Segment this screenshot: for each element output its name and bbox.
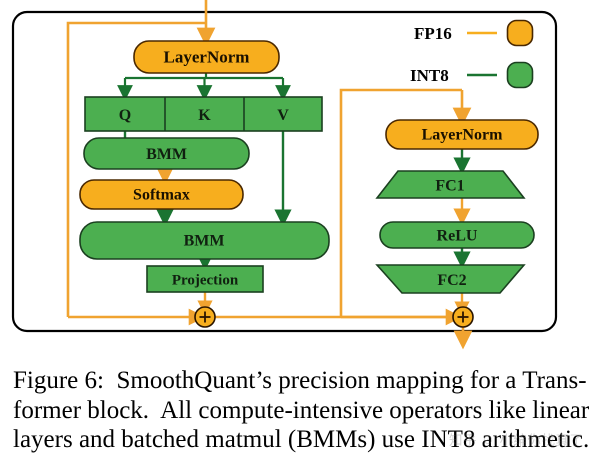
svg-text:Softmax: Softmax [133, 187, 190, 204]
svg-text:ReLU: ReLU [437, 228, 478, 245]
svg-text:LayerNorm: LayerNorm [422, 127, 504, 144]
svg-text:INT8: INT8 [410, 66, 449, 85]
svg-text:Projection: Projection [172, 273, 239, 289]
svg-text:Q: Q [119, 107, 131, 124]
svg-text:K: K [198, 107, 211, 124]
svg-text:BMM: BMM [184, 233, 225, 250]
svg-text:V: V [277, 107, 289, 124]
svg-text:FP16: FP16 [414, 24, 452, 43]
svg-text:FC2: FC2 [437, 272, 466, 289]
svg-text:LayerNorm: LayerNorm [164, 48, 250, 67]
svg-text:BMM: BMM [146, 146, 187, 163]
svg-text:FC1: FC1 [435, 178, 464, 195]
